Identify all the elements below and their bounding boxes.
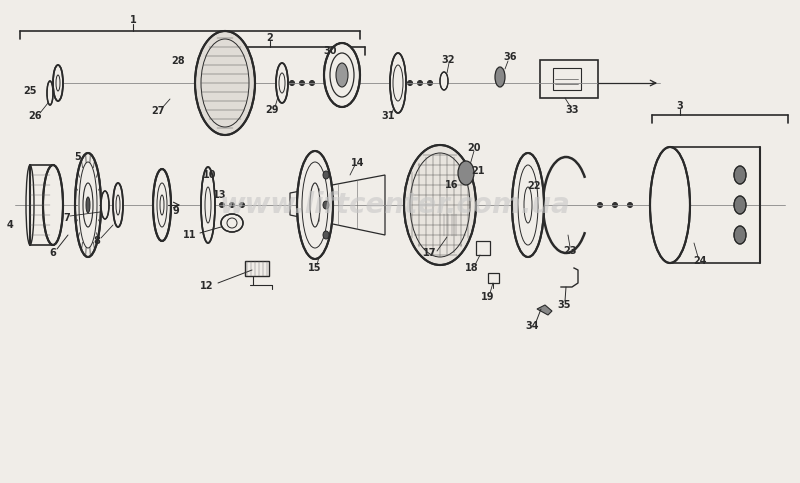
- Text: 30: 30: [323, 46, 337, 56]
- Ellipse shape: [323, 171, 329, 179]
- Ellipse shape: [324, 43, 360, 107]
- Text: 15: 15: [308, 263, 322, 273]
- Ellipse shape: [276, 63, 288, 103]
- Ellipse shape: [495, 67, 505, 87]
- Circle shape: [299, 81, 305, 85]
- Circle shape: [407, 81, 413, 85]
- Bar: [442, 214, 460, 236]
- Circle shape: [350, 54, 354, 58]
- Ellipse shape: [458, 161, 474, 185]
- Text: 31: 31: [382, 111, 394, 121]
- Text: 24: 24: [694, 256, 706, 266]
- Ellipse shape: [734, 196, 746, 214]
- Ellipse shape: [650, 147, 690, 263]
- Ellipse shape: [390, 53, 406, 113]
- Text: 29: 29: [266, 105, 278, 115]
- Ellipse shape: [512, 153, 544, 257]
- Ellipse shape: [323, 231, 329, 239]
- Circle shape: [418, 81, 422, 85]
- Ellipse shape: [47, 81, 53, 105]
- Circle shape: [230, 202, 234, 208]
- Text: 10: 10: [203, 170, 217, 180]
- Text: 19: 19: [482, 292, 494, 302]
- Ellipse shape: [53, 65, 63, 101]
- Circle shape: [219, 202, 225, 208]
- Bar: [540, 60, 598, 98]
- Ellipse shape: [43, 165, 63, 245]
- Ellipse shape: [221, 214, 243, 232]
- Text: 7: 7: [64, 213, 70, 223]
- Circle shape: [239, 202, 245, 208]
- Text: 32: 32: [442, 55, 454, 65]
- Ellipse shape: [297, 151, 333, 259]
- Circle shape: [350, 92, 354, 96]
- Text: 14: 14: [351, 158, 365, 168]
- Text: 23: 23: [563, 246, 577, 256]
- Circle shape: [427, 81, 433, 85]
- Circle shape: [627, 202, 633, 208]
- Text: 4: 4: [6, 220, 14, 230]
- Bar: [488, 273, 499, 283]
- Circle shape: [290, 81, 294, 85]
- Ellipse shape: [195, 31, 255, 135]
- Circle shape: [330, 92, 334, 96]
- Text: 16: 16: [446, 180, 458, 190]
- Bar: [245, 261, 269, 276]
- Ellipse shape: [113, 183, 123, 227]
- Circle shape: [330, 54, 334, 58]
- Text: www.liftcenter.com.ua: www.liftcenter.com.ua: [219, 191, 570, 219]
- Text: 3: 3: [677, 101, 683, 111]
- Text: 35: 35: [558, 300, 570, 310]
- Text: 5: 5: [74, 152, 82, 162]
- Text: 6: 6: [50, 248, 56, 258]
- Ellipse shape: [75, 153, 101, 257]
- Ellipse shape: [153, 169, 171, 241]
- Text: 22: 22: [527, 181, 541, 191]
- Text: 20: 20: [467, 143, 481, 153]
- Text: 28: 28: [171, 56, 185, 66]
- Text: 9: 9: [173, 206, 179, 216]
- Polygon shape: [537, 305, 552, 315]
- Text: 21: 21: [471, 166, 485, 176]
- Bar: [442, 214, 460, 236]
- Ellipse shape: [86, 197, 90, 213]
- Text: 18: 18: [465, 263, 479, 273]
- Text: 33: 33: [566, 105, 578, 115]
- Circle shape: [613, 202, 618, 208]
- Ellipse shape: [323, 201, 329, 209]
- Ellipse shape: [404, 145, 476, 265]
- Ellipse shape: [201, 167, 215, 243]
- Circle shape: [598, 202, 602, 208]
- Ellipse shape: [101, 191, 109, 219]
- Ellipse shape: [336, 63, 348, 87]
- Circle shape: [310, 81, 314, 85]
- Text: 17: 17: [423, 248, 437, 258]
- Text: 34: 34: [526, 321, 538, 331]
- Text: 26: 26: [28, 111, 42, 121]
- Bar: [553, 68, 581, 90]
- Text: 2: 2: [266, 33, 274, 43]
- Text: 11: 11: [183, 230, 197, 240]
- Text: 13: 13: [214, 190, 226, 200]
- Text: 36: 36: [503, 52, 517, 62]
- Ellipse shape: [734, 226, 746, 244]
- Text: 1: 1: [130, 15, 136, 25]
- Text: 8: 8: [94, 236, 101, 246]
- Ellipse shape: [734, 166, 746, 184]
- Bar: [476, 241, 490, 255]
- Text: 25: 25: [23, 86, 37, 96]
- Text: 27: 27: [151, 106, 165, 116]
- Ellipse shape: [440, 72, 448, 90]
- Text: 12: 12: [200, 281, 214, 291]
